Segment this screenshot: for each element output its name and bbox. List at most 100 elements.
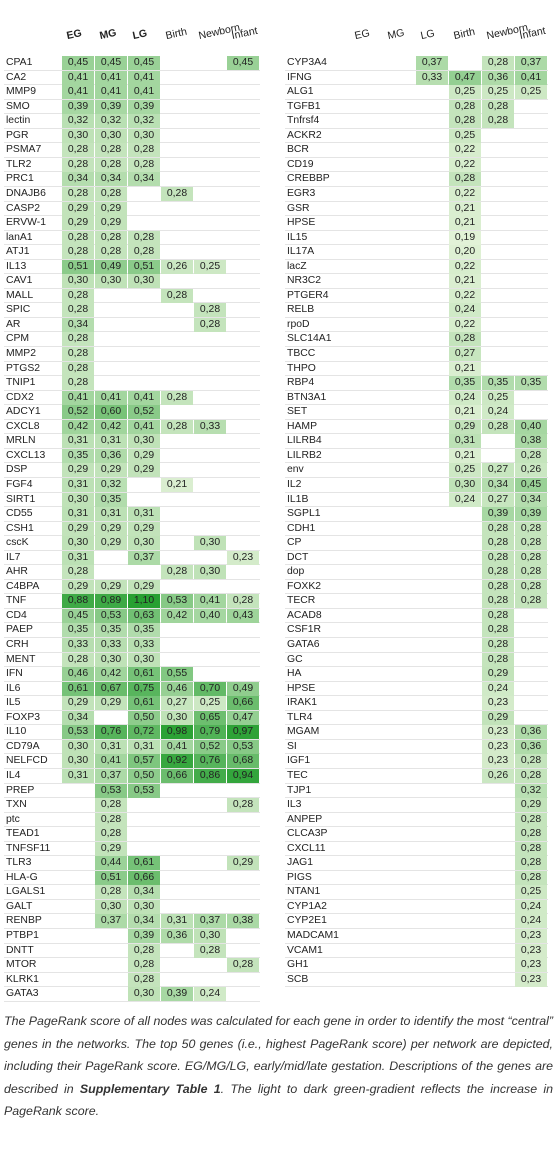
pagerank-score: 0,37 [95, 914, 127, 929]
table-row: IL4 0,31 0,37 0,50 0,66 0,86 0,94 [4, 768, 260, 784]
pagerank-score: 0,66 [161, 768, 193, 783]
pagerank-score: 0,33 [95, 638, 127, 652]
table-row: lanA1 0,28 0,28 0,28 [4, 230, 260, 246]
table-row: PTGER4 0,22 [285, 288, 548, 304]
table-row: IL3 0,29 [285, 798, 548, 813]
table-row: IL6 0,61 0,67 0,75 0,46 0,70 0,49 [4, 681, 260, 697]
pagerank-score: 0,28 [227, 798, 259, 813]
table-row: CD4 0,45 0,53 0,63 0,42 0,40 0,43 [4, 608, 260, 624]
gene-name: ANPEP [287, 813, 323, 825]
gene-name: PREP [6, 784, 35, 796]
column-header: MG [98, 26, 118, 42]
table-row: LILRB2 0,21 0,28 [285, 448, 548, 464]
pagerank-score: 0,66 [227, 696, 259, 711]
table-row: TLR4 0,29 [285, 710, 548, 726]
pagerank-score: 0,30 [128, 128, 160, 143]
table-row: ptc 0,28 [4, 812, 260, 828]
pagerank-score: 0,29 [128, 463, 160, 478]
pagerank-score: 0,53 [95, 783, 127, 798]
pagerank-score: 0,31 [62, 768, 94, 783]
pagerank-score: 0,23 [482, 739, 514, 754]
pagerank-score: 0,24 [449, 390, 481, 405]
pagerank-score: 0,28 [62, 245, 94, 260]
pagerank-score: 0,21 [449, 448, 481, 463]
table-row: RBP4 0,35 0,35 0,35 [285, 376, 548, 391]
table-row: CD55 0,31 0,31 0,31 [4, 507, 260, 522]
gene-name: NELFCD [6, 755, 48, 767]
pagerank-score: 0,28 [161, 390, 193, 405]
pagerank-score: 0,27 [449, 347, 481, 361]
table-row: ALG1 0,25 0,25 0,25 [285, 85, 548, 100]
pagerank-score: 0,36 [482, 70, 514, 85]
pagerank-score: 0,41 [95, 754, 127, 769]
table-row: SET 0,21 0,24 [285, 405, 548, 420]
pagerank-score: 0,33 [416, 70, 448, 85]
pagerank-score: 0,27 [482, 463, 514, 478]
table-row: DSP 0,29 0,29 0,29 [4, 463, 260, 478]
table-row: IL15 0,19 [285, 230, 548, 246]
pagerank-score: 0,50 [128, 768, 160, 783]
table-row: GH1 0,23 [285, 958, 548, 973]
gene-name: IL7 [6, 551, 21, 563]
table-row: CP 0,28 0,28 [285, 536, 548, 551]
pagerank-score: 0,27 [161, 696, 193, 711]
pagerank-score: 0,24 [482, 405, 514, 420]
pagerank-score: 0,45 [95, 56, 127, 70]
gene-name: CD55 [6, 508, 33, 520]
table-row: VCAM1 0,23 [285, 943, 548, 959]
table-row: ANPEP 0,28 [285, 812, 548, 828]
pagerank-score: 0,28 [161, 186, 193, 201]
gene-name: TJP1 [287, 784, 312, 796]
pagerank-score: 0,41 [62, 85, 94, 100]
pagerank-score: 0,28 [128, 943, 160, 958]
gene-name: CXCL13 [6, 449, 46, 461]
pagerank-score: 0,31 [128, 507, 160, 522]
table-row: TJP1 0,32 [285, 783, 548, 799]
table-row: CAV1 0,30 0,30 0,30 [4, 274, 260, 289]
gene-name: cscK [6, 537, 29, 549]
pagerank-score: 0,31 [128, 739, 160, 754]
pagerank-score: 0,29 [449, 419, 481, 434]
table-row: MENT 0,28 0,30 0,30 [4, 652, 260, 668]
pagerank-score: 0,31 [62, 434, 94, 449]
pagerank-score: 0,36 [515, 725, 547, 740]
pagerank-score: 0,30 [449, 477, 481, 492]
pagerank-score: 0,34 [62, 317, 94, 332]
gene-name: CD19 [287, 158, 314, 170]
gene-name: IL10 [6, 726, 27, 738]
pagerank-score: 0,20 [449, 245, 481, 260]
pagerank-score: 0,29 [95, 841, 127, 856]
caption-text: The PageRank score of all nodes was calc… [4, 1014, 553, 1096]
pagerank-score: 0,42 [161, 608, 193, 623]
table-row: TGFB1 0,28 0,28 [285, 99, 548, 115]
table-row: TNF 0,88 0,89 1,10 0,53 0,41 0,28 [4, 594, 260, 609]
pagerank-score: 0,24 [482, 681, 514, 696]
pagerank-score: 0,41 [95, 85, 127, 100]
pagerank-score: 0,28 [128, 972, 160, 987]
table-row: CDX2 0,41 0,41 0,41 0,28 [4, 390, 260, 406]
pagerank-score: 0,39 [482, 507, 514, 522]
pagerank-score: 0,35 [515, 376, 547, 391]
pagerank-score: 0,45 [227, 56, 259, 70]
table-row: GATA6 0,28 [285, 638, 548, 653]
pagerank-score: 0,28 [482, 114, 514, 129]
gene-name: IL3 [287, 799, 302, 811]
pagerank-score: 0,29 [62, 201, 94, 216]
pagerank-score: 0,37 [194, 914, 226, 929]
pagerank-score: 0,88 [62, 594, 94, 609]
gene-name: TGFB1 [287, 100, 321, 112]
pagerank-score: 0,35 [62, 623, 94, 638]
gene-name: RENBP [6, 915, 42, 927]
table-row: CDH1 0,28 0,28 [285, 521, 548, 537]
gene-name: CPA1 [6, 57, 33, 68]
pagerank-score: 0,53 [128, 783, 160, 798]
table-row: NELFCD 0,30 0,41 0,57 0,92 0,76 0,68 [4, 754, 260, 769]
caption-text: . The light to dark green-gradient refle… [4, 1081, 553, 1119]
pagerank-score: 0,28 [515, 521, 547, 536]
pagerank-score: 0,41 [128, 419, 160, 434]
pagerank-score: 0,36 [515, 739, 547, 754]
pagerank-score: 0,49 [227, 681, 259, 696]
table-row: MGAM 0,23 0,36 [285, 725, 548, 740]
table-row: DNTT 0,28 0,28 [4, 943, 260, 959]
pagerank-score: 0,35 [128, 623, 160, 638]
